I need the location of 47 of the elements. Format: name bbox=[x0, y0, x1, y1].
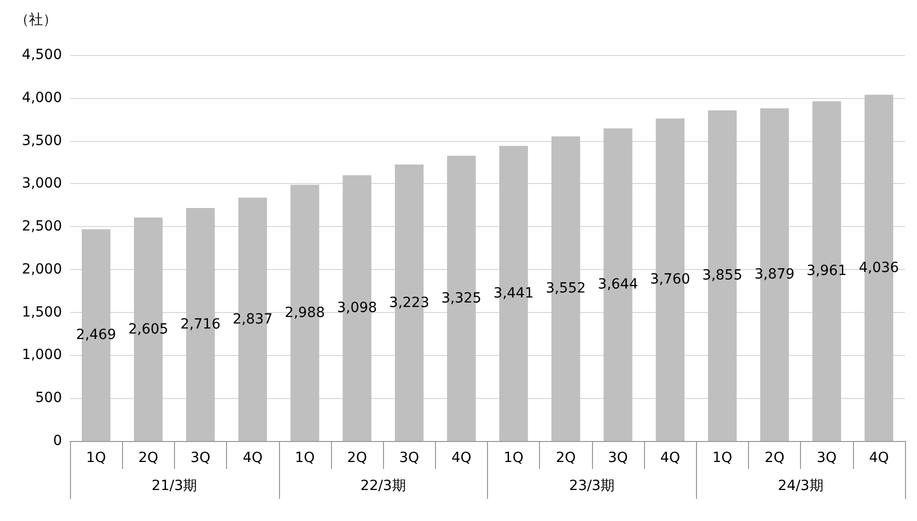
text: 23/3期 bbox=[569, 478, 615, 494]
data-label: 3,325 bbox=[441, 290, 482, 306]
data-label: 4,036 bbox=[858, 260, 900, 276]
data-label: 3,441 bbox=[494, 285, 534, 302]
x-tick-label: 3Q bbox=[816, 450, 837, 466]
data-label: 3,879 bbox=[754, 266, 795, 283]
data-label: 2,605 bbox=[128, 321, 168, 338]
text: 21/3期 bbox=[152, 478, 198, 494]
data-label: 3,644 bbox=[598, 276, 638, 293]
x-tick-label: 4Q bbox=[242, 450, 263, 466]
y-tick-label: 4,000 bbox=[22, 90, 62, 106]
x-tick-label: 3Q bbox=[608, 450, 628, 466]
y-axis-title: （社） bbox=[15, 12, 57, 28]
data-label: 3,760 bbox=[650, 272, 690, 288]
y-tick-label: 3,500 bbox=[22, 132, 62, 149]
text: 24/3期 bbox=[778, 478, 824, 494]
x-tick-label: 4Q bbox=[868, 450, 889, 466]
y-tick-label: 1,000 bbox=[22, 347, 62, 364]
y-tick-label: 2,000 bbox=[22, 261, 62, 278]
x-tick-label: 1Q bbox=[294, 450, 315, 466]
x-tick-label: 2Q bbox=[347, 450, 367, 466]
data-label: 3,855 bbox=[702, 268, 742, 284]
x-tick-label: 2Q bbox=[556, 450, 576, 466]
x-tick-label: 4Q bbox=[451, 450, 472, 466]
y-tick-label: 0 bbox=[53, 433, 62, 449]
data-label: 3,552 bbox=[546, 280, 586, 297]
x-tick-label: 2Q bbox=[138, 450, 158, 466]
y-tick-label: 3,000 bbox=[22, 176, 62, 192]
x-tick-label: 3Q bbox=[190, 450, 210, 466]
y-tick-label: 500 bbox=[35, 390, 62, 406]
data-label: 2,988 bbox=[284, 304, 325, 321]
x-tick-label: 3Q bbox=[399, 450, 420, 466]
data-label: 3,961 bbox=[806, 263, 847, 280]
y-tick-label: 1,500 bbox=[22, 304, 62, 320]
x-tick-label: 1Q bbox=[86, 450, 106, 466]
data-label: 3,098 bbox=[336, 300, 378, 316]
data-label: 2,837 bbox=[232, 311, 273, 328]
y-tick-label: 2,500 bbox=[22, 218, 62, 235]
x-tick-label: 2Q bbox=[764, 450, 784, 466]
x-tick-label: 1Q bbox=[712, 450, 732, 466]
x-tick-label: 4Q bbox=[660, 450, 680, 466]
data-label: 2,469 bbox=[76, 327, 116, 344]
data-label: 3,223 bbox=[389, 294, 430, 311]
data-label: 2,716 bbox=[180, 316, 221, 333]
y-tick-label: 4,500 bbox=[22, 47, 62, 63]
x-tick-label: 1Q bbox=[504, 450, 524, 466]
text: 22/3期 bbox=[360, 478, 406, 494]
